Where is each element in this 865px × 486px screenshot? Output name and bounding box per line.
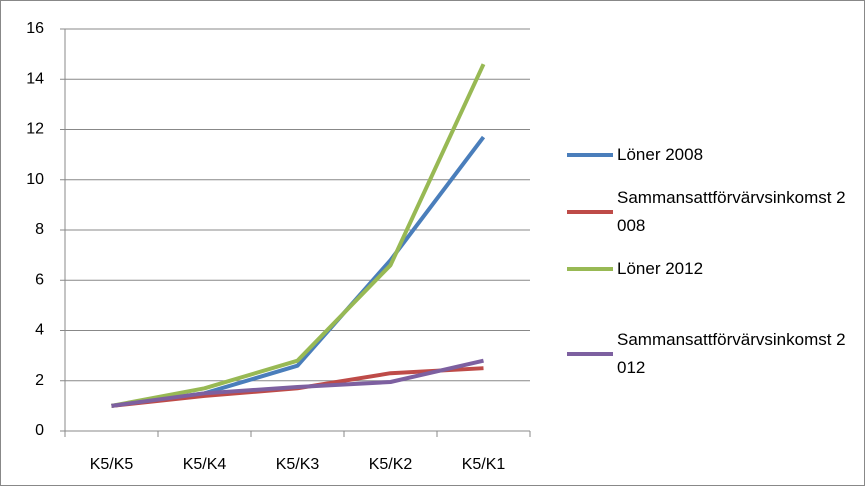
legend-entry: Löner 2008 (567, 141, 857, 169)
legend-swatch (567, 153, 613, 157)
legend-entry: Löner 2012 (567, 255, 857, 283)
x-tick-label: K5/K2 (369, 456, 413, 473)
x-tick-label: K5/K4 (183, 456, 227, 473)
legend-label: Löner 2012 (617, 259, 704, 278)
y-tick-label: 0 (35, 422, 44, 439)
series-line (111, 135, 486, 408)
series-line (111, 63, 486, 408)
series-line (111, 358, 484, 408)
y-tick-label: 12 (26, 121, 44, 138)
x-tick-label: K5/K3 (276, 456, 320, 473)
y-tick-label: 6 (35, 271, 44, 288)
legend-label: Sammansattförvärvsinkomst 2012 (617, 330, 846, 377)
y-tick-label: 4 (35, 322, 44, 339)
legend-entry: Sammansattförvärvsinkomst 2008 (567, 184, 857, 240)
x-tick-label: K5/K1 (462, 456, 506, 473)
legend-swatch (567, 267, 613, 271)
y-tick-label: 8 (35, 221, 44, 238)
x-tick-label: K5/K5 (90, 456, 134, 473)
legend-swatch (567, 210, 613, 214)
y-tick-label: 10 (26, 171, 44, 188)
legend-label: Sammansattförvärvsinkomst 2008 (617, 188, 846, 235)
legend-swatch (567, 352, 613, 356)
legend-entry: Sammansattförvärvsinkomst 2012 (567, 326, 857, 382)
y-tick-label: 2 (35, 372, 44, 389)
y-tick-label: 16 (26, 20, 44, 37)
y-tick-label: 14 (26, 70, 44, 87)
legend-label: Löner 2008 (617, 145, 704, 164)
